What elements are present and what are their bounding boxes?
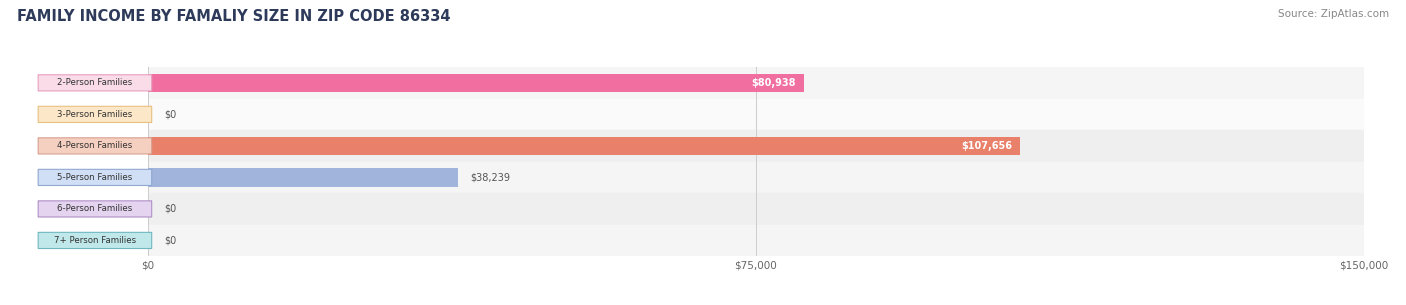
FancyBboxPatch shape (38, 138, 152, 154)
Text: $0: $0 (165, 235, 176, 246)
FancyBboxPatch shape (38, 169, 152, 185)
Text: $38,239: $38,239 (470, 172, 510, 182)
Bar (148, 225, 1364, 256)
Text: 5-Person Families: 5-Person Families (58, 173, 132, 182)
Text: 7+ Person Families: 7+ Person Families (53, 236, 136, 245)
Text: $0: $0 (165, 204, 176, 214)
Bar (148, 99, 1364, 130)
Bar (148, 137, 1021, 155)
Bar (148, 168, 458, 187)
Bar (148, 130, 1364, 162)
Text: FAMILY INCOME BY FAMALIY SIZE IN ZIP CODE 86334: FAMILY INCOME BY FAMALIY SIZE IN ZIP COD… (17, 9, 450, 24)
Bar (148, 162, 1364, 193)
Bar (148, 74, 804, 92)
FancyBboxPatch shape (38, 106, 152, 123)
Text: $0: $0 (165, 109, 176, 119)
Bar (148, 67, 1364, 99)
Text: 3-Person Families: 3-Person Families (58, 110, 132, 119)
Text: $107,656: $107,656 (962, 141, 1012, 151)
FancyBboxPatch shape (38, 201, 152, 217)
FancyBboxPatch shape (38, 75, 152, 91)
Text: 2-Person Families: 2-Person Families (58, 78, 132, 87)
Text: 4-Person Families: 4-Person Families (58, 142, 132, 150)
Text: Source: ZipAtlas.com: Source: ZipAtlas.com (1278, 9, 1389, 19)
FancyBboxPatch shape (38, 232, 152, 249)
Text: 6-Person Families: 6-Person Families (58, 204, 132, 214)
Text: $80,938: $80,938 (751, 78, 796, 88)
Bar (148, 193, 1364, 225)
